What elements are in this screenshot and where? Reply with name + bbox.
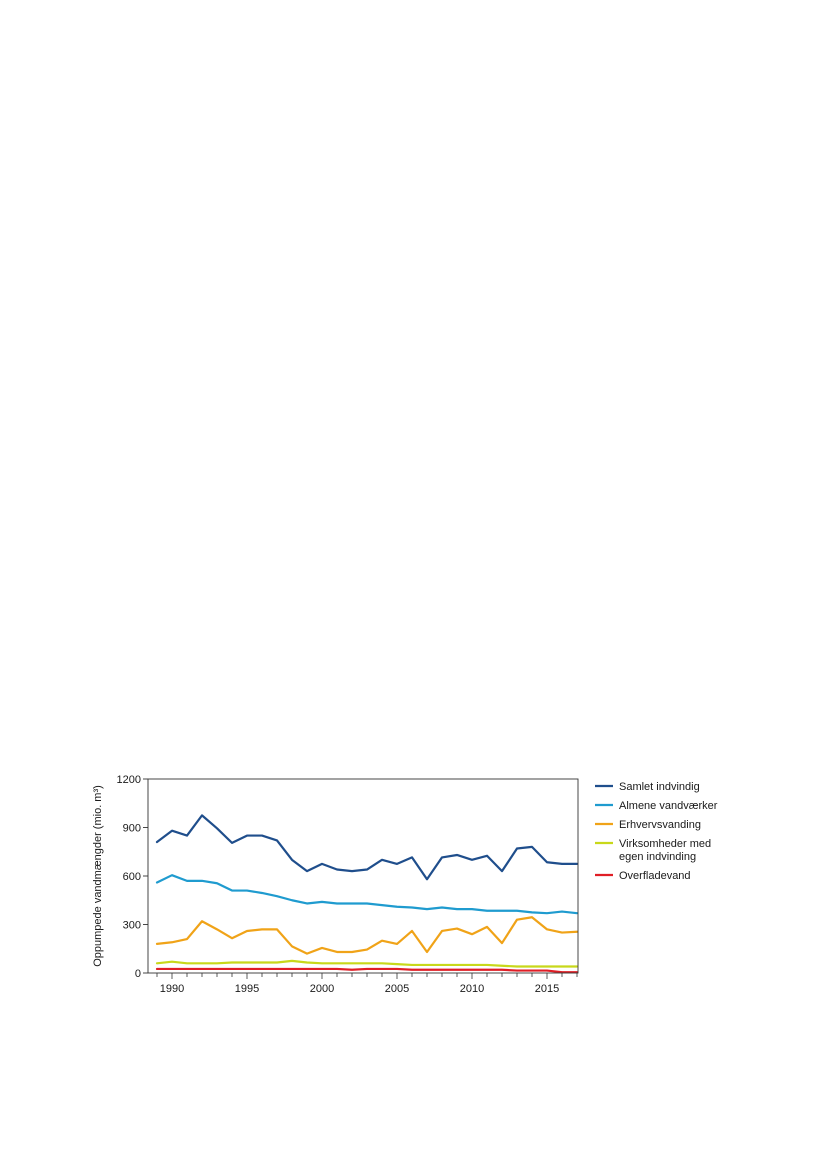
x-tick-label: 2010 <box>460 983 484 995</box>
series-line-3 <box>155 959 579 968</box>
y-tick-label: 0 <box>135 968 141 980</box>
series-line-4 <box>155 967 579 974</box>
y-tick-label: 600 <box>123 871 141 883</box>
legend-label-3: Virksomheder med egen indvinding <box>619 838 711 863</box>
x-axis: 1990 1995 2000 2005 2010 2015 <box>156 973 578 995</box>
plot-lines <box>155 814 579 974</box>
y-axis: 0 300 600 900 1200 <box>117 774 148 980</box>
y-tick-label: 900 <box>123 823 141 835</box>
legend: Samlet indvindig Almene vandværker Erhverv… <box>595 781 718 882</box>
series-line-1 <box>155 874 579 915</box>
legend-label-2: Erhvervsvanding <box>619 819 701 831</box>
x-tick-label: 2005 <box>385 983 409 995</box>
series-line-2 <box>155 916 579 955</box>
x-tick-label: 1990 <box>160 983 184 995</box>
legend-label-0: Samlet indvindig <box>619 781 700 793</box>
series-line-0 <box>155 814 579 881</box>
plot-frame <box>147 778 579 974</box>
y-tick-label: 300 <box>123 920 141 932</box>
y-tick-label: 1200 <box>117 774 141 786</box>
x-tick-label: 1995 <box>235 983 259 995</box>
x-tick-label: 2000 <box>310 983 334 995</box>
y-axis-title: Oppumpede vandmængder (mio. m³) <box>92 785 104 967</box>
x-tick-label: 2015 <box>535 983 559 995</box>
legend-label-1: Almene vandværker <box>619 800 718 812</box>
legend-label-4: Overfladevand <box>619 870 691 882</box>
